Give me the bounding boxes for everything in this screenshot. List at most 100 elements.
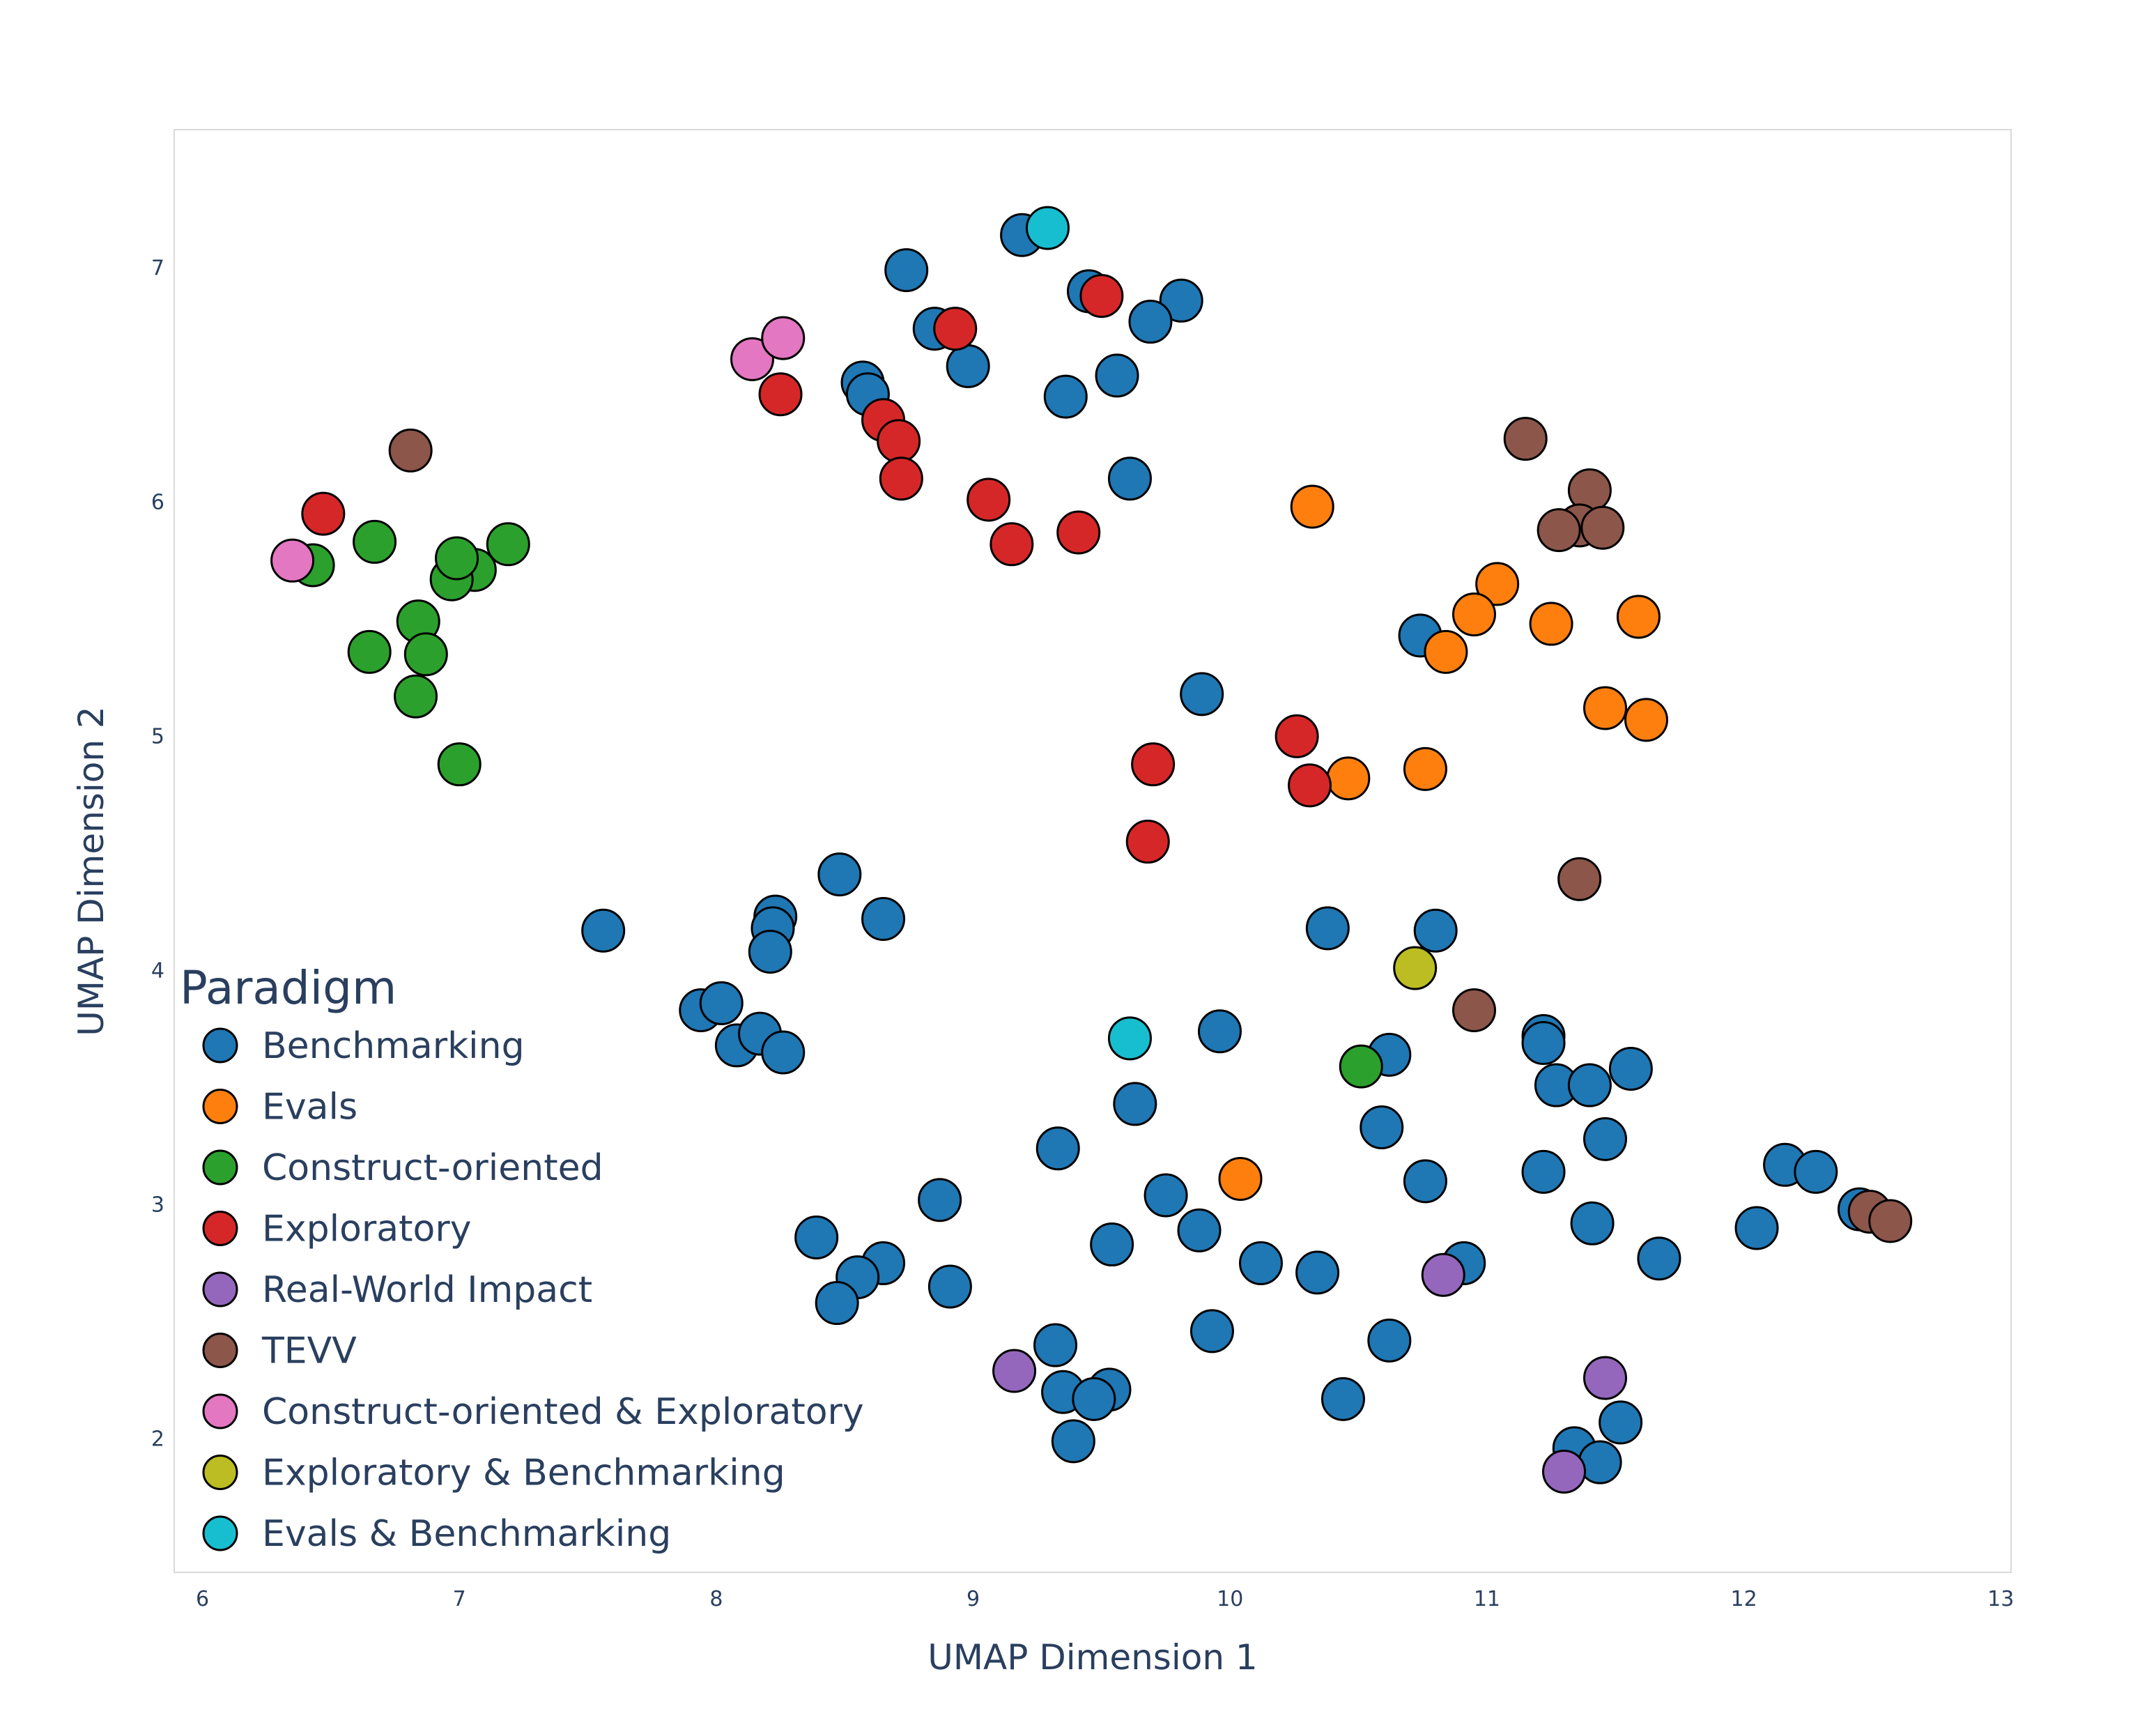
data-point <box>1475 562 1520 606</box>
data-point <box>1288 763 1332 808</box>
x-tick-label: 11 <box>1474 1587 1500 1611</box>
x-tick-label: 10 <box>1217 1587 1243 1611</box>
x-tick-label: 7 <box>453 1587 466 1611</box>
legend-item[interactable]: TEVV <box>202 1331 357 1372</box>
data-point <box>761 316 806 360</box>
data-point <box>1305 906 1350 951</box>
data-point <box>1113 1082 1157 1126</box>
data-point <box>1095 353 1139 398</box>
data-point <box>1218 1156 1263 1201</box>
data-point <box>1452 592 1496 637</box>
data-point <box>1637 1236 1681 1281</box>
data-point <box>403 632 448 677</box>
legend-marker <box>202 1333 238 1368</box>
data-point <box>990 522 1034 567</box>
legend-marker <box>202 1027 238 1064</box>
data-point <box>1583 1117 1627 1161</box>
legend-item[interactable]: Construct-oriented & Exploratory <box>202 1391 864 1433</box>
data-point <box>1580 505 1625 550</box>
data-point <box>1051 1419 1095 1464</box>
data-point <box>1868 1199 1913 1243</box>
legend-item[interactable]: Exploratory & Benchmarking <box>202 1452 785 1494</box>
series-tevv <box>388 417 1913 1243</box>
legend-item[interactable]: Evals & Benchmarking <box>202 1513 671 1555</box>
data-point <box>301 491 346 536</box>
data-point <box>486 522 530 567</box>
data-point <box>1367 1318 1412 1363</box>
legend-marker <box>202 1455 238 1490</box>
data-point <box>1275 714 1319 758</box>
data-point <box>1403 746 1447 791</box>
y-tick-label: 7 <box>151 256 164 280</box>
legend-item[interactable]: Benchmarking <box>202 1025 525 1067</box>
data-point <box>1542 1450 1587 1494</box>
data-point <box>815 1281 859 1326</box>
data-point <box>1608 1047 1653 1091</box>
data-point <box>1583 1356 1627 1400</box>
data-point <box>388 428 433 473</box>
data-point <box>1320 1377 1365 1421</box>
series-exploratory-benchmarking <box>1393 946 1438 990</box>
data-point <box>967 477 1011 522</box>
data-point <box>817 852 862 897</box>
legend-label: Evals <box>262 1087 357 1128</box>
legend-label: TEVV <box>261 1331 357 1372</box>
data-point <box>730 337 775 381</box>
data-point <box>1326 756 1371 801</box>
series-evals-benchmarking <box>1025 206 1152 1061</box>
legend-label: Construct-oriented & Exploratory <box>262 1391 864 1433</box>
data-point <box>1393 946 1438 990</box>
y-tick-label: 2 <box>151 1427 164 1451</box>
data-point <box>347 629 392 674</box>
data-point <box>933 307 978 351</box>
series-evals <box>1218 484 1668 1201</box>
data-point <box>1583 686 1627 730</box>
data-point <box>1557 857 1602 901</box>
y-tick-label: 6 <box>151 490 164 514</box>
data-point <box>758 372 803 417</box>
data-point <box>1339 1044 1383 1089</box>
legend-marker <box>202 1515 238 1551</box>
data-point <box>1424 629 1468 674</box>
data-point <box>270 538 315 583</box>
data-point <box>1295 1250 1340 1295</box>
legend-label: Exploratory <box>262 1209 472 1250</box>
legend-item[interactable]: Construct-oriented <box>202 1147 603 1189</box>
series-construct-oriented <box>291 519 1383 1089</box>
y-tick-label: 4 <box>151 958 164 983</box>
data-point <box>1290 484 1334 529</box>
x-tick-label: 9 <box>967 1587 980 1611</box>
data-point <box>394 674 438 719</box>
legend-marker <box>202 1149 238 1186</box>
data-point <box>581 908 626 953</box>
legend-label: Exploratory & Benchmarking <box>262 1452 785 1494</box>
data-point <box>1503 417 1548 461</box>
data-point <box>1056 510 1101 555</box>
data-point <box>918 1178 962 1222</box>
data-point <box>1144 1173 1188 1218</box>
data-point <box>1578 1440 1622 1485</box>
data-point <box>1624 698 1668 742</box>
data-point <box>1079 274 1124 319</box>
data-point <box>1128 300 1173 344</box>
data-point <box>1452 988 1496 1033</box>
legend-label: Construct-oriented <box>262 1147 603 1189</box>
data-point <box>761 1030 806 1075</box>
data-point <box>1413 908 1458 953</box>
data-point <box>1025 206 1070 250</box>
series-real-world-impact <box>992 1252 1627 1494</box>
legend-item[interactable]: Exploratory <box>202 1209 472 1250</box>
data-point <box>1616 595 1661 639</box>
legend-item[interactable]: Real-World Impact <box>202 1269 592 1311</box>
x-axis-ticks: 6 7 8 9 10 11 12 13 <box>196 1587 2014 1611</box>
y-tick-label: 5 <box>151 724 164 749</box>
data-point <box>1734 1206 1779 1250</box>
series-exploratory <box>301 274 1332 864</box>
data-point <box>1197 1009 1242 1054</box>
data-point <box>1131 742 1176 787</box>
data-point <box>1035 1126 1080 1171</box>
x-tick-label: 12 <box>1730 1587 1757 1611</box>
legend-item[interactable]: Evals <box>202 1087 357 1128</box>
data-point <box>1107 457 1152 501</box>
